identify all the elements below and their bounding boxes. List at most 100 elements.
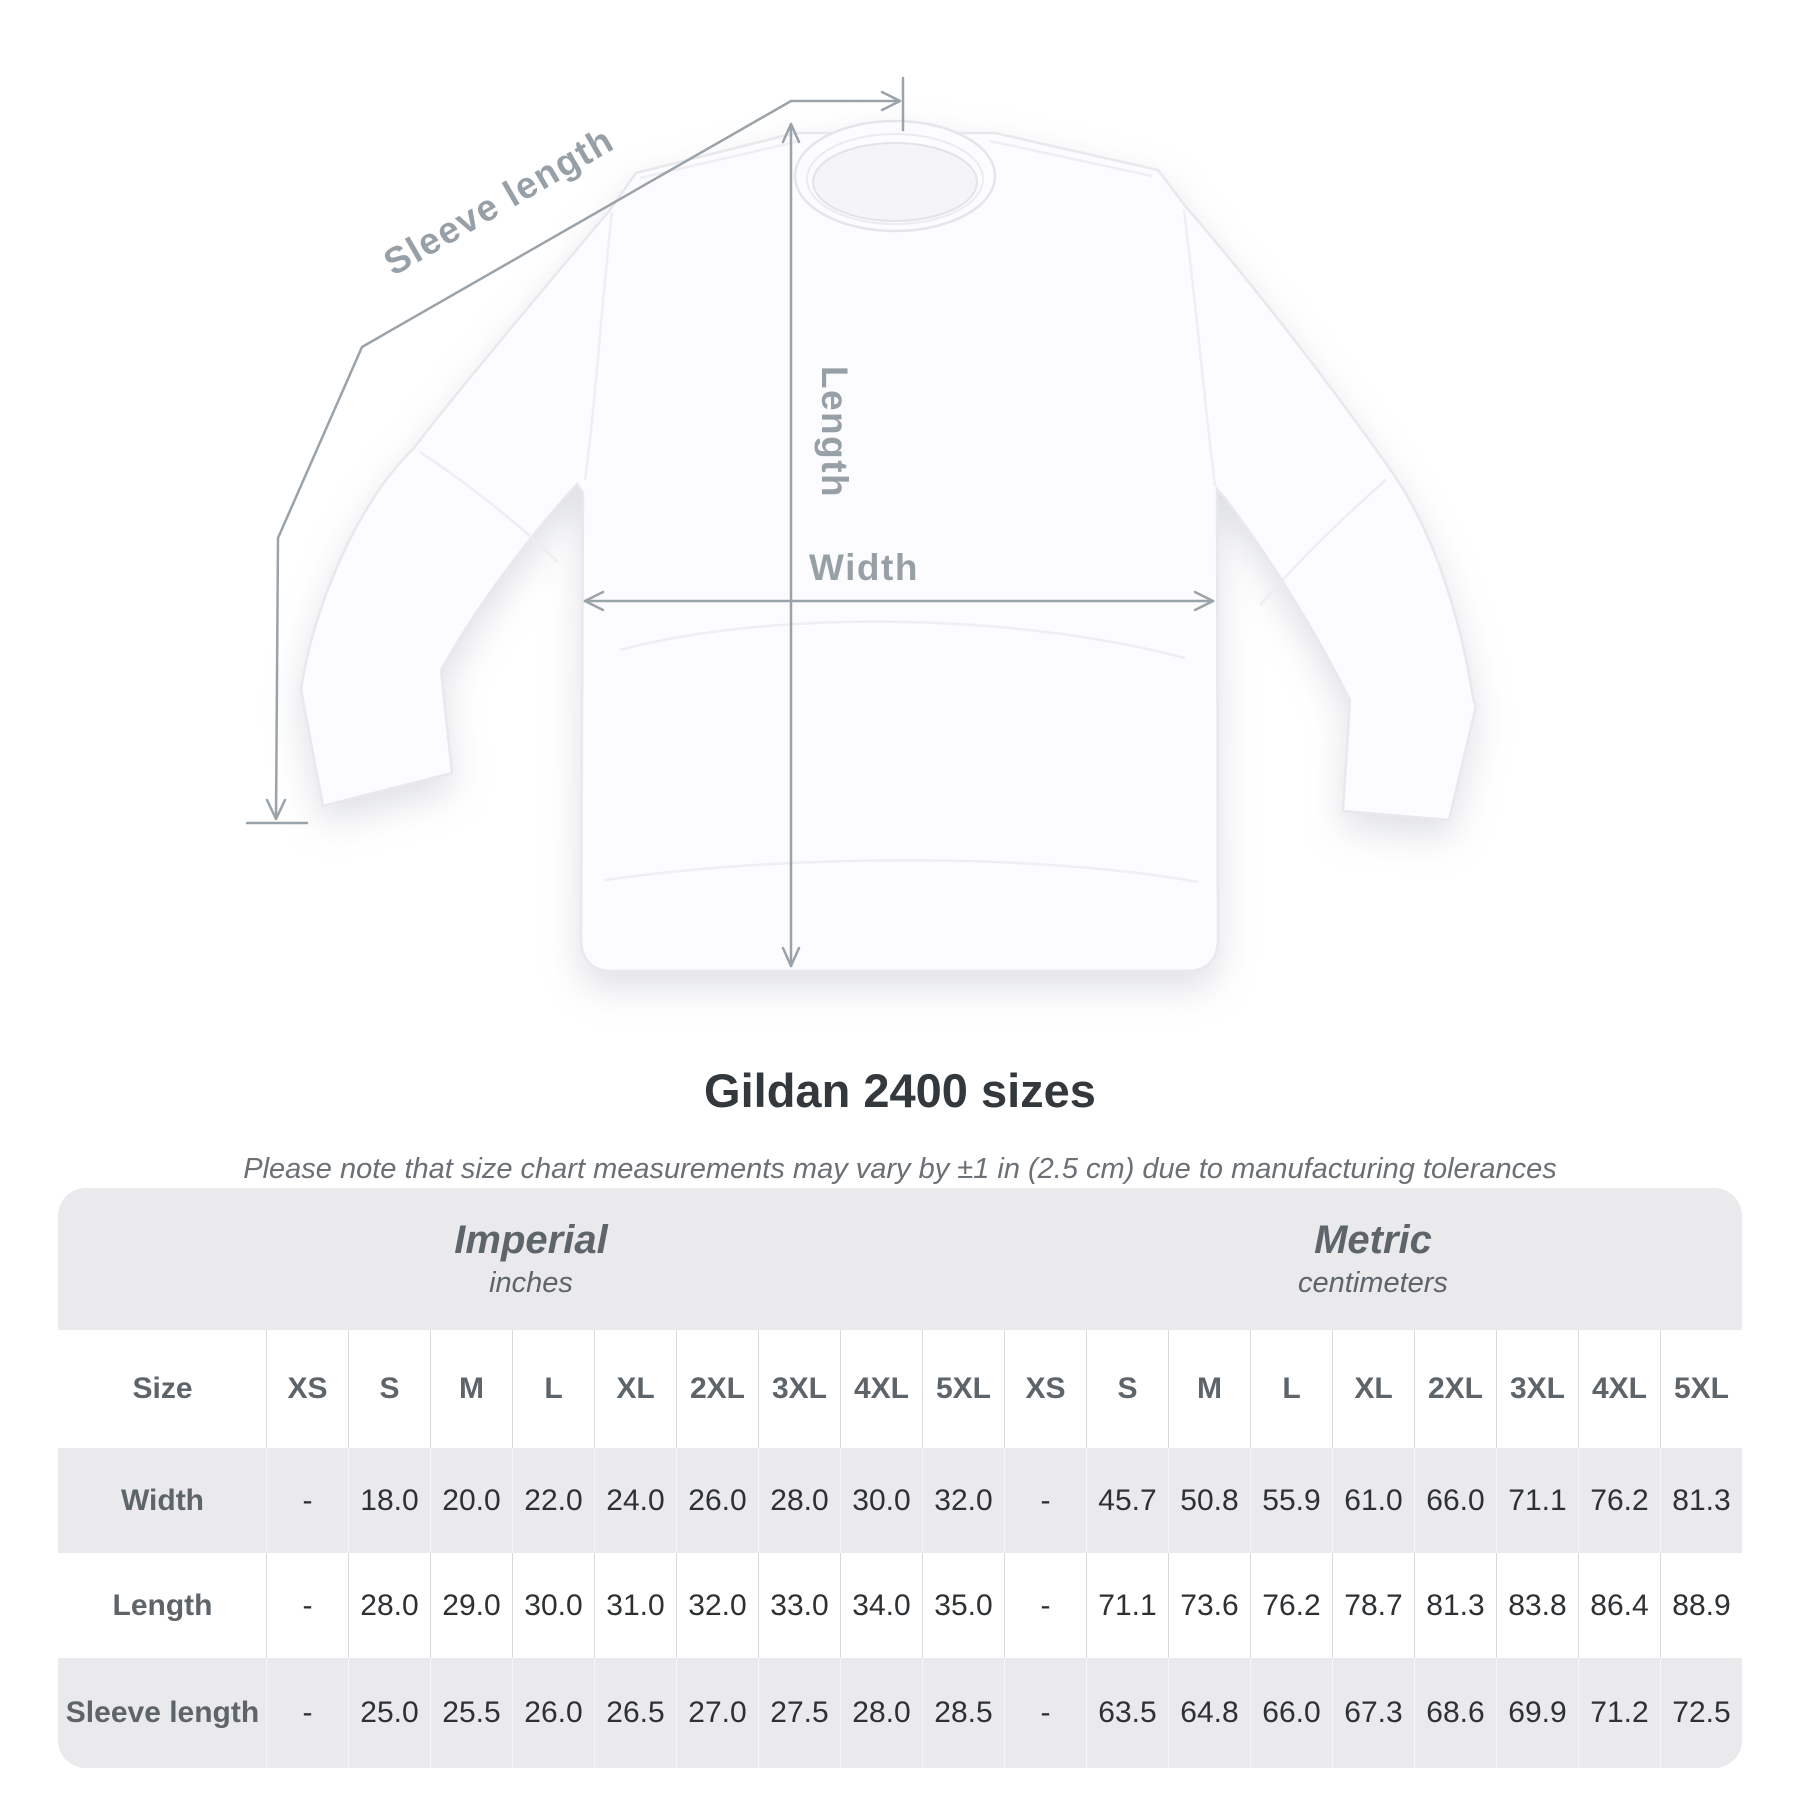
size-header-imperial: L [512, 1330, 594, 1448]
width-arrow-left-icon [583, 590, 605, 612]
metric-label: Metric [1314, 1218, 1432, 1262]
size-table: Imperial inches Metric centimeters Size X… [58, 1188, 1742, 1768]
value-cell-imperial: 32.0 [922, 1448, 1004, 1553]
length-arrow-down-icon [781, 946, 801, 968]
page-title: Gildan 2400 sizes [704, 1064, 1096, 1117]
size-table-grid: Size XS S M L XL 2XL 3XL 4XL 5XL XS S M L XL 2XL 3XL 4XL 5… [58, 1330, 1742, 1768]
value-cell-imperial: 33.0 [758, 1553, 840, 1658]
value-cell-metric: 69.9 [1496, 1658, 1578, 1768]
unit-header-band: Imperial inches Metric centimeters [58, 1188, 1742, 1330]
value-cell-metric: 71.1 [1086, 1553, 1168, 1658]
length-arrow-up-icon [781, 122, 801, 144]
length-label: Length [814, 366, 855, 498]
value-cell-metric: 81.3 [1660, 1448, 1742, 1553]
size-header-imperial: S [348, 1330, 430, 1448]
value-cell-metric: 86.4 [1578, 1553, 1660, 1658]
value-cell-metric: 45.7 [1086, 1448, 1168, 1553]
value-cell-metric: - [1004, 1448, 1086, 1553]
value-cell-metric: 55.9 [1250, 1448, 1332, 1553]
size-header-metric: 4XL [1578, 1330, 1660, 1448]
value-cell-metric: 66.0 [1250, 1658, 1332, 1768]
value-cell-imperial: 18.0 [348, 1448, 430, 1553]
value-cell-metric: 61.0 [1332, 1448, 1414, 1553]
value-cell-imperial: 29.0 [430, 1553, 512, 1658]
imperial-label: Imperial [454, 1218, 608, 1262]
sleeve-length-arrow-right-icon [880, 90, 902, 112]
value-cell-imperial: 30.0 [840, 1448, 922, 1553]
value-cell-metric: 83.8 [1496, 1553, 1578, 1658]
value-cell-imperial: 26.5 [594, 1658, 676, 1768]
value-cell-metric: 63.5 [1086, 1658, 1168, 1768]
value-cell-metric: 72.5 [1660, 1658, 1742, 1768]
sleeve-length-line [274, 99, 901, 820]
imperial-header-group: Imperial inches [58, 1188, 1004, 1330]
value-cell-imperial: 22.0 [512, 1448, 594, 1553]
value-cell-metric: 68.6 [1414, 1658, 1496, 1768]
value-cell-imperial: 30.0 [512, 1553, 594, 1658]
value-cell-metric: 76.2 [1578, 1448, 1660, 1553]
size-header-imperial: M [430, 1330, 512, 1448]
value-cell-metric: 67.3 [1332, 1658, 1414, 1768]
size-header-metric: 5XL [1660, 1330, 1742, 1448]
value-cell-metric: 73.6 [1168, 1553, 1250, 1658]
size-header-metric: L [1250, 1330, 1332, 1448]
size-header-metric: S [1086, 1330, 1168, 1448]
size-header-metric: M [1168, 1330, 1250, 1448]
collar-inner [812, 142, 978, 222]
value-cell-metric: 78.7 [1332, 1553, 1414, 1658]
size-header-metric: 3XL [1496, 1330, 1578, 1448]
row-label: Length [58, 1553, 266, 1658]
size-corner-header: Size [58, 1330, 266, 1448]
value-cell-imperial: 20.0 [430, 1448, 512, 1553]
value-cell-metric: 64.8 [1168, 1658, 1250, 1768]
value-cell-metric: - [1004, 1553, 1086, 1658]
value-cell-metric: 50.8 [1168, 1448, 1250, 1553]
size-header-imperial: 2XL [676, 1330, 758, 1448]
size-header-metric: 2XL [1414, 1330, 1496, 1448]
size-header-metric: XL [1332, 1330, 1414, 1448]
value-cell-imperial: 26.0 [676, 1448, 758, 1553]
size-header-imperial: XS [266, 1330, 348, 1448]
width-arrow-right-icon [1193, 590, 1215, 612]
dimension-lines [245, 76, 1215, 968]
value-cell-metric: - [1004, 1658, 1086, 1768]
collar-band [806, 133, 984, 225]
row-label: Width [58, 1448, 266, 1553]
value-cell-imperial: - [266, 1553, 348, 1658]
size-header-metric: XS [1004, 1330, 1086, 1448]
size-header-imperial: XL [594, 1330, 676, 1448]
sleeve-length-arrow-down-icon [265, 798, 287, 821]
metric-header-group: Metric centimeters [1004, 1188, 1742, 1330]
value-cell-imperial: 28.5 [922, 1658, 1004, 1768]
value-cell-metric: 66.0 [1414, 1448, 1496, 1553]
value-cell-imperial: 24.0 [594, 1448, 676, 1553]
value-cell-metric: 76.2 [1250, 1553, 1332, 1658]
size-header-imperial: 5XL [922, 1330, 1004, 1448]
width-label: Width [809, 547, 919, 588]
value-cell-metric: 71.1 [1496, 1448, 1578, 1553]
value-cell-metric: 71.2 [1578, 1658, 1660, 1768]
value-cell-imperial: 28.0 [840, 1658, 922, 1768]
metric-unit: centimeters [1298, 1267, 1448, 1299]
row-label: Sleeve length [58, 1658, 266, 1768]
value-cell-metric: 81.3 [1414, 1553, 1496, 1658]
value-cell-imperial: 32.0 [676, 1553, 758, 1658]
value-cell-imperial: 28.0 [348, 1553, 430, 1658]
value-cell-imperial: - [266, 1448, 348, 1553]
shirt-measurement-diagram: Sleeve length Length Width [245, 76, 1478, 973]
tolerance-note: Please note that size chart measurements… [243, 1153, 1557, 1185]
imperial-unit: inches [489, 1267, 573, 1299]
size-header-imperial: 4XL [840, 1330, 922, 1448]
size-header-imperial: 3XL [758, 1330, 840, 1448]
value-cell-imperial: 35.0 [922, 1553, 1004, 1658]
value-cell-metric: 88.9 [1660, 1553, 1742, 1658]
value-cell-imperial: 26.0 [512, 1658, 594, 1768]
value-cell-imperial: 25.0 [348, 1658, 430, 1768]
value-cell-imperial: 27.0 [676, 1658, 758, 1768]
value-cell-imperial: 31.0 [594, 1553, 676, 1658]
value-cell-imperial: 27.5 [758, 1658, 840, 1768]
value-cell-imperial: 28.0 [758, 1448, 840, 1553]
value-cell-imperial: 34.0 [840, 1553, 922, 1658]
long-sleeve-shirt-illustration [299, 119, 1478, 973]
